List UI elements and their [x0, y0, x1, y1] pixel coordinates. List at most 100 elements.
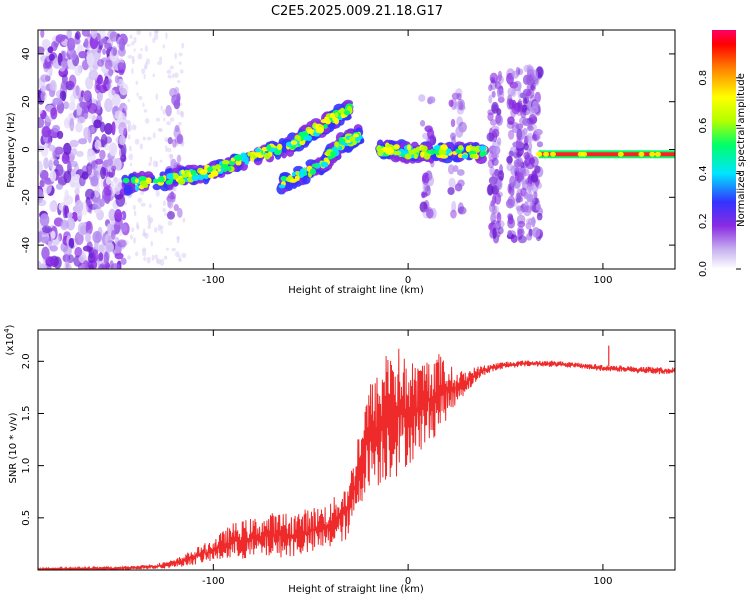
noise-blob	[47, 46, 54, 54]
noise-blob	[82, 60, 89, 71]
scatter-column-blob	[515, 192, 522, 204]
rising-track-halo	[123, 184, 133, 196]
scatter-column-blob	[526, 89, 535, 99]
noise-blob	[104, 42, 112, 50]
noise-blob	[50, 230, 56, 239]
noise-blob	[38, 160, 43, 175]
noise-blob	[109, 142, 118, 157]
faint-dot	[166, 121, 172, 126]
faint-dot	[144, 62, 148, 69]
scatter-column-blob	[533, 168, 538, 181]
scatter-column-blob	[455, 125, 464, 138]
noise-blob	[49, 170, 57, 182]
noise-blob	[77, 222, 88, 236]
scatter-column-blob	[458, 101, 464, 110]
y-tick-label: 40	[21, 48, 32, 61]
faint-dot	[162, 207, 167, 213]
noise-blob	[74, 174, 81, 182]
noise-blob	[41, 126, 52, 138]
faint-dot	[178, 254, 181, 261]
scatter-column-blob	[495, 114, 503, 126]
rising-track-core	[207, 166, 214, 172]
second-track-core	[289, 178, 297, 183]
noise-blob	[117, 62, 125, 71]
noise-blob	[75, 30, 81, 40]
scatter-column-blob	[497, 226, 504, 235]
noise-blob	[64, 189, 69, 201]
scatter-column-blob	[526, 183, 532, 193]
faint-dot	[133, 36, 137, 44]
noise-blob	[85, 221, 93, 235]
noise-blob	[53, 159, 60, 167]
rising-track-core	[306, 128, 315, 134]
noise-blob	[111, 184, 116, 197]
noise-blob	[67, 37, 76, 52]
spectrogram-y-ticks: -40 -20 0 20 40	[21, 48, 675, 253]
scatter-column-blob	[486, 132, 495, 142]
scatter-column-blob	[165, 104, 172, 117]
faint-dot	[163, 117, 166, 122]
noise-blob	[55, 34, 66, 42]
scatter-column-blob	[516, 100, 524, 113]
noise-blob	[40, 90, 47, 102]
faint-dot	[138, 96, 143, 100]
noise-blob	[104, 98, 113, 113]
faint-dot	[174, 52, 178, 60]
faint-dot	[149, 31, 152, 37]
faint-dot	[140, 191, 145, 195]
faint-dot	[144, 118, 150, 124]
noise-blob	[69, 49, 77, 61]
faint-dot	[132, 204, 136, 211]
colorbar: 0.0 0.2 0.4 0.6 0.8 Normalized spectral ampl…	[698, 30, 747, 277]
scatter-column-blob	[510, 107, 517, 118]
noise-blob	[88, 264, 95, 269]
scatter-column-blob	[451, 92, 460, 100]
flat-track-core	[420, 145, 428, 152]
noise-blob	[98, 263, 107, 269]
scatter-column-blob	[167, 137, 173, 145]
bright-band-spot	[581, 151, 588, 157]
faint-dot	[155, 190, 160, 197]
snr-line	[38, 348, 675, 570]
noise-blob	[120, 257, 127, 266]
noise-blob	[74, 231, 84, 246]
scatter-column-blob	[421, 175, 430, 186]
scatter-column-blob	[488, 84, 493, 92]
rising-track-core	[210, 170, 219, 175]
noise-blob	[56, 130, 64, 140]
noise-blob	[68, 74, 77, 88]
faint-dot	[143, 109, 148, 113]
rising-track-core	[152, 178, 159, 184]
faint-dot	[131, 227, 135, 233]
scatter-column-blob	[447, 186, 455, 196]
scatter-column-blob	[491, 90, 496, 98]
scatter-column-blob	[448, 99, 454, 107]
faint-dot	[150, 240, 153, 247]
faint-dot	[176, 109, 180, 115]
faint-dot	[152, 160, 158, 168]
faint-dot	[131, 58, 135, 65]
faint-dot	[139, 143, 143, 150]
scatter-column-blob	[491, 157, 499, 166]
scatter-column-blob	[494, 80, 501, 90]
noise-blob	[76, 150, 84, 157]
faint-dot	[176, 236, 180, 244]
rising-track-core	[139, 180, 148, 187]
scatter-column-blob	[448, 177, 456, 189]
faint-dot	[134, 138, 140, 145]
noise-blob	[91, 253, 97, 263]
flat-track-core	[465, 145, 471, 153]
y-tick-label: 20	[21, 95, 32, 108]
faint-dot	[135, 80, 139, 85]
scatter-column-blob	[522, 97, 528, 105]
noise-blob	[103, 251, 109, 266]
scatter-column-blob	[167, 198, 174, 209]
scatter-column-blob	[514, 167, 520, 177]
scatter-column-blob	[516, 128, 523, 140]
scatter-column-blob	[505, 198, 515, 209]
faint-dot	[171, 247, 176, 252]
noise-blob	[97, 58, 105, 67]
noise-blob	[119, 134, 126, 146]
scatter-column-blob	[526, 74, 534, 86]
rising-track-halo	[152, 183, 161, 191]
